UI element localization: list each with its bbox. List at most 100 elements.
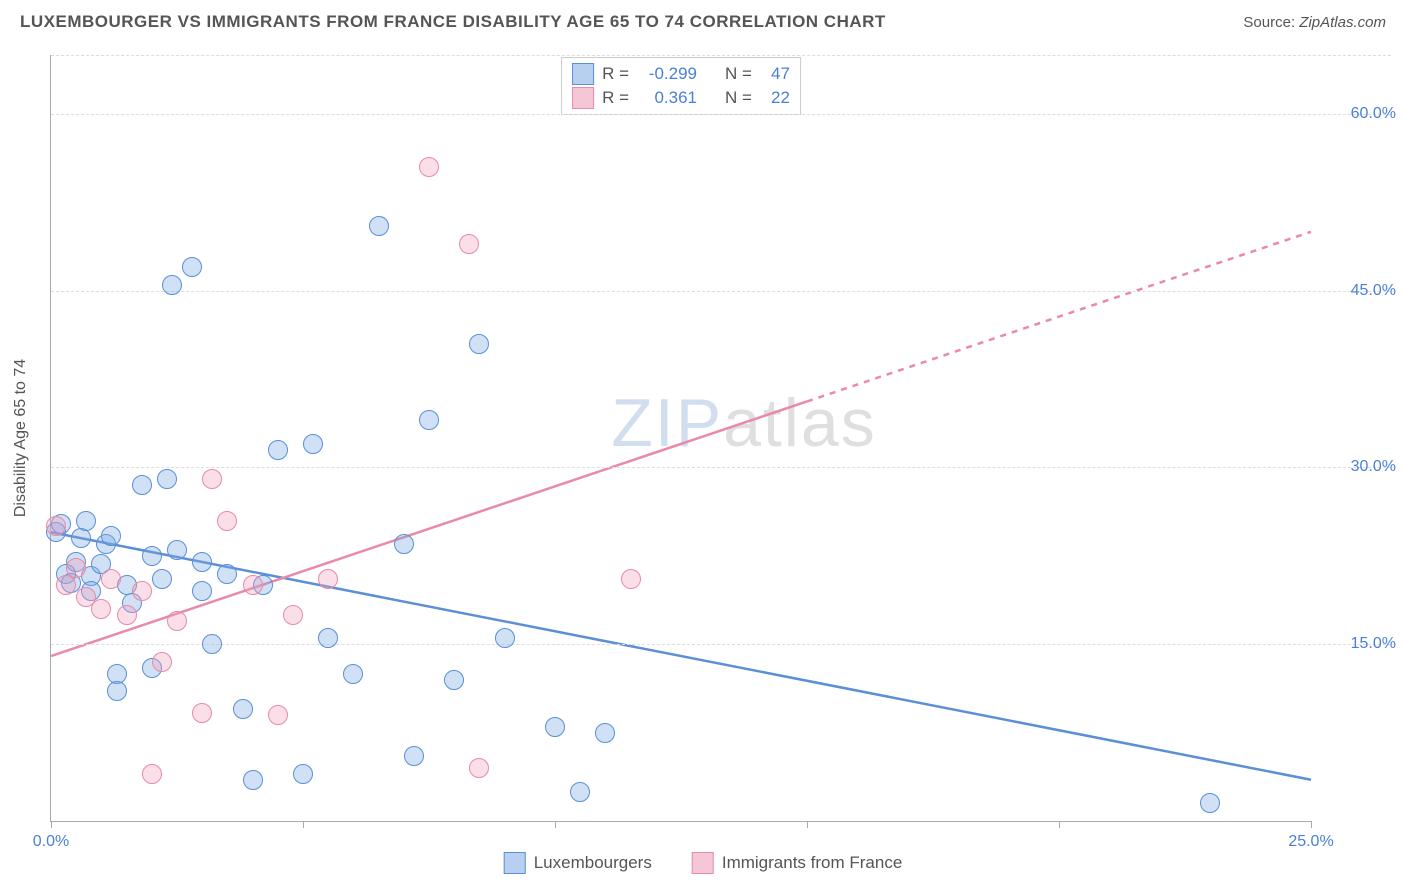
data-point <box>318 628 338 648</box>
data-point <box>268 440 288 460</box>
data-point <box>303 434 323 454</box>
data-point <box>132 475 152 495</box>
stats-row: R = 0.361 N = 22 <box>572 86 790 110</box>
r-value: -0.299 <box>637 64 697 84</box>
scatter-chart: Disability Age 65 to 74 ZIPatlas R =-0.2… <box>50 55 1311 822</box>
data-point <box>419 157 439 177</box>
data-point <box>369 216 389 236</box>
data-point <box>343 664 363 684</box>
data-point <box>283 605 303 625</box>
legend-swatch <box>504 852 526 874</box>
data-point <box>162 275 182 295</box>
data-point <box>101 569 121 589</box>
data-point <box>202 634 222 654</box>
data-point <box>66 558 86 578</box>
n-label: N = <box>725 64 752 84</box>
regression-line <box>51 532 1311 779</box>
source-label: Source: <box>1243 14 1295 31</box>
data-point <box>202 469 222 489</box>
data-point <box>152 652 172 672</box>
data-point <box>444 670 464 690</box>
data-point <box>268 705 288 725</box>
source-credit: Source: ZipAtlas.com <box>1243 14 1386 31</box>
chart-title: LUXEMBOURGER VS IMMIGRANTS FROM FRANCE D… <box>20 12 886 32</box>
data-point <box>107 681 127 701</box>
stats-row: R = -0.299 N = 47 <box>572 62 790 86</box>
r-label: R = <box>602 88 629 108</box>
x-tick <box>1059 821 1060 828</box>
data-point <box>192 703 212 723</box>
y-tick-label: 60.0% <box>1321 105 1396 123</box>
data-point <box>495 628 515 648</box>
data-point <box>56 575 76 595</box>
data-point <box>469 758 489 778</box>
gridline <box>51 291 1391 292</box>
series-legend: Luxembourgers Immigrants from France <box>504 852 903 874</box>
data-point <box>570 782 590 802</box>
r-label: R = <box>602 64 629 84</box>
data-point <box>101 526 121 546</box>
data-point <box>217 511 237 531</box>
n-label: N = <box>725 88 752 108</box>
r-value: 0.361 <box>637 88 697 108</box>
data-point <box>167 540 187 560</box>
stats-legend: R = -0.299 N = 47 R = 0.361 N = 22 <box>561 57 801 115</box>
data-point <box>545 717 565 737</box>
data-point <box>595 723 615 743</box>
source-value: ZipAtlas.com <box>1299 14 1386 31</box>
data-point <box>76 511 96 531</box>
y-tick-label: 45.0% <box>1321 282 1396 300</box>
x-tick <box>51 821 52 828</box>
data-point <box>132 581 152 601</box>
legend-label: Luxembourgers <box>534 853 652 873</box>
data-point <box>404 746 424 766</box>
data-point <box>217 564 237 584</box>
x-tick <box>555 821 556 828</box>
legend-swatch <box>572 63 594 85</box>
data-point <box>469 334 489 354</box>
n-value: 47 <box>760 64 790 84</box>
data-point <box>318 569 338 589</box>
regression-line-extrapolated <box>807 232 1311 402</box>
data-point <box>293 764 313 784</box>
gridline <box>51 55 1391 56</box>
y-tick-label: 30.0% <box>1321 458 1396 476</box>
data-point <box>167 611 187 631</box>
y-axis-label: Disability Age 65 to 74 <box>12 359 30 517</box>
data-point <box>233 699 253 719</box>
legend-label: Immigrants from France <box>722 853 902 873</box>
gridline <box>51 644 1391 645</box>
legend-item: Luxembourgers <box>504 852 652 874</box>
x-tick <box>1311 821 1312 828</box>
data-point <box>46 516 66 536</box>
legend-swatch <box>572 87 594 109</box>
n-value: 22 <box>760 88 790 108</box>
data-point <box>1200 793 1220 813</box>
legend-swatch <box>692 852 714 874</box>
data-point <box>157 469 177 489</box>
x-tick <box>807 821 808 828</box>
data-point <box>152 569 172 589</box>
x-tick-label: 0.0% <box>33 833 69 851</box>
y-tick-label: 15.0% <box>1321 635 1396 653</box>
data-point <box>91 599 111 619</box>
data-point <box>243 770 263 790</box>
data-point <box>192 552 212 572</box>
data-point <box>142 764 162 784</box>
data-point <box>459 234 479 254</box>
data-point <box>142 546 162 566</box>
data-point <box>394 534 414 554</box>
data-point <box>243 575 263 595</box>
regression-line <box>51 401 807 656</box>
gridline <box>51 114 1391 115</box>
gridline <box>51 467 1391 468</box>
data-point <box>192 581 212 601</box>
x-tick-label: 25.0% <box>1288 833 1333 851</box>
watermark: ZIPatlas <box>611 384 876 462</box>
data-point <box>182 257 202 277</box>
data-point <box>71 528 91 548</box>
data-point <box>621 569 641 589</box>
x-tick <box>303 821 304 828</box>
data-point <box>117 605 137 625</box>
legend-item: Immigrants from France <box>692 852 902 874</box>
